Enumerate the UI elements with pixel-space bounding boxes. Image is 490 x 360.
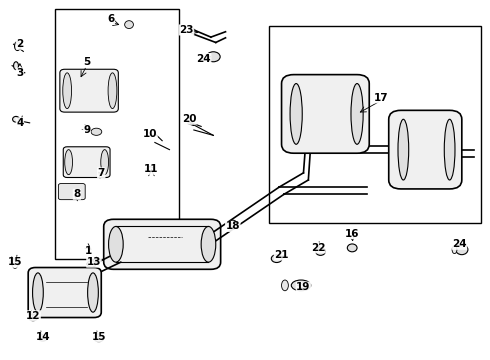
FancyBboxPatch shape: [282, 75, 369, 153]
Text: 9: 9: [83, 125, 90, 135]
Text: 14: 14: [35, 332, 50, 342]
Ellipse shape: [109, 226, 123, 262]
Ellipse shape: [316, 248, 325, 255]
Ellipse shape: [65, 150, 73, 175]
Text: 19: 19: [296, 282, 311, 292]
Ellipse shape: [456, 245, 468, 255]
Text: 3: 3: [16, 68, 24, 78]
FancyBboxPatch shape: [58, 184, 85, 200]
Ellipse shape: [101, 150, 109, 175]
Ellipse shape: [88, 273, 98, 312]
Ellipse shape: [291, 280, 311, 291]
Text: 1: 1: [84, 247, 92, 256]
Text: 15: 15: [92, 332, 106, 342]
Text: 8: 8: [74, 189, 80, 199]
Text: 2: 2: [16, 39, 24, 49]
Text: 6: 6: [107, 14, 115, 24]
Text: 4: 4: [16, 118, 24, 128]
Ellipse shape: [91, 128, 102, 135]
Ellipse shape: [452, 246, 457, 253]
Text: 13: 13: [87, 257, 101, 267]
Ellipse shape: [282, 280, 288, 291]
Ellipse shape: [146, 167, 154, 172]
Ellipse shape: [108, 73, 117, 109]
FancyBboxPatch shape: [104, 219, 220, 269]
Ellipse shape: [63, 73, 72, 109]
Text: 20: 20: [182, 114, 196, 124]
Ellipse shape: [290, 84, 302, 144]
FancyBboxPatch shape: [389, 111, 462, 189]
Ellipse shape: [87, 261, 96, 267]
Ellipse shape: [201, 226, 216, 262]
Ellipse shape: [10, 258, 20, 266]
Ellipse shape: [38, 335, 47, 341]
Ellipse shape: [228, 220, 237, 229]
Text: 24: 24: [452, 239, 466, 249]
Ellipse shape: [13, 263, 18, 269]
Text: 17: 17: [374, 93, 389, 103]
FancyBboxPatch shape: [63, 147, 110, 177]
FancyBboxPatch shape: [28, 267, 101, 318]
Ellipse shape: [15, 41, 21, 50]
Text: 5: 5: [83, 57, 90, 67]
Text: 22: 22: [311, 243, 325, 253]
Text: 21: 21: [274, 250, 289, 260]
Bar: [270, 26, 481, 223]
Text: 18: 18: [225, 221, 240, 231]
Text: 11: 11: [144, 164, 159, 174]
Text: 7: 7: [98, 168, 105, 178]
Bar: [55, 9, 179, 258]
Text: 15: 15: [8, 257, 22, 267]
FancyBboxPatch shape: [60, 69, 118, 112]
Ellipse shape: [29, 314, 37, 321]
Ellipse shape: [271, 255, 282, 262]
Ellipse shape: [124, 21, 133, 28]
Ellipse shape: [347, 244, 357, 252]
Ellipse shape: [398, 119, 409, 180]
Ellipse shape: [94, 334, 104, 342]
Ellipse shape: [206, 52, 220, 62]
Text: 10: 10: [143, 129, 157, 139]
Ellipse shape: [13, 116, 20, 122]
Ellipse shape: [32, 273, 43, 312]
Text: 23: 23: [179, 25, 194, 35]
Ellipse shape: [14, 62, 19, 69]
Ellipse shape: [351, 84, 363, 144]
Text: 24: 24: [196, 54, 211, 64]
Text: 12: 12: [26, 311, 40, 321]
Text: 16: 16: [345, 229, 360, 239]
Ellipse shape: [444, 119, 455, 180]
